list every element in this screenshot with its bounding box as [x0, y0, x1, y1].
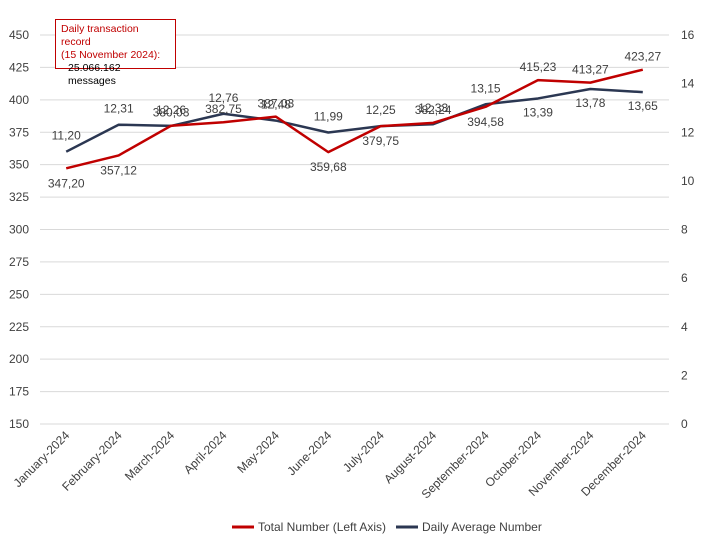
right-tick-label: 16: [681, 28, 695, 42]
legend: Total Number (Left Axis) Daily Average N…: [232, 520, 542, 534]
data-label-daily: 12,26: [156, 103, 186, 117]
annotation-line-2: (15 November 2024):: [61, 49, 161, 61]
x-tick-label: April-2024: [181, 428, 230, 477]
right-tick-label: 2: [681, 368, 688, 382]
data-label-total: 382,24: [415, 103, 452, 117]
right-tick-label: 6: [681, 271, 688, 285]
right-tick-label: 8: [681, 223, 688, 237]
x-tick-label: June-2024: [284, 428, 334, 478]
data-label-daily: 13,39: [523, 105, 553, 119]
left-tick-label: 225: [9, 320, 29, 334]
left-tick-label: 300: [9, 223, 29, 237]
annotation-line-1: Daily transaction record: [61, 23, 139, 48]
left-tick-label: 150: [9, 417, 29, 431]
right-tick-label: 14: [681, 77, 695, 91]
x-tick-label: July-2024: [340, 428, 387, 475]
left-tick-label: 450: [9, 28, 29, 42]
data-label-total: 380,03: [153, 106, 190, 120]
data-label-daily: 12,31: [104, 102, 134, 116]
data-label-daily: 12,33: [418, 101, 448, 115]
right-tick-label: 12: [681, 125, 695, 139]
series-line-total: [65, 68, 644, 170]
x-tick-label: March-2024: [122, 428, 177, 483]
left-tick-label: 350: [9, 158, 29, 172]
right-tick-label: 10: [681, 174, 695, 188]
left-tick-label: 250: [9, 287, 29, 301]
data-labels: 347,20 357,12 380,03 382,75 387,03 359,68 379,…: [48, 50, 662, 191]
right-axis-ticks: 0 2 4 6 8 10 12 14 16: [681, 28, 695, 431]
x-tick-label: August-2024: [381, 428, 439, 486]
data-label-daily: 12,25: [366, 103, 396, 117]
series-lines: [65, 68, 644, 170]
left-tick-label: 325: [9, 190, 29, 204]
data-label-total: 379,75: [362, 134, 399, 148]
left-axis-ticks: 150 175 200 225 250 275 300 325 350 375 400 425 450: [9, 28, 29, 431]
data-label-daily: 12,48: [261, 98, 291, 112]
right-tick-label: 0: [681, 417, 688, 431]
left-tick-label: 375: [9, 125, 29, 139]
gridlines: [40, 34, 669, 425]
data-label-total: 357,12: [100, 163, 137, 177]
data-label-daily: 11,20: [52, 129, 81, 143]
x-tick-label: May-2024: [234, 428, 282, 476]
annotation-line-3: 25.066.162 messages: [68, 62, 121, 87]
data-label-total: 394,58: [467, 115, 504, 129]
left-tick-label: 175: [9, 385, 29, 399]
legend-label-daily: Daily Average Number: [422, 520, 542, 534]
data-label-total: 359,68: [310, 160, 347, 174]
data-label-daily: 13,78: [575, 96, 605, 110]
data-label-total: 387,03: [258, 97, 295, 111]
left-tick-label: 400: [9, 93, 29, 107]
data-label-daily: 13,65: [628, 99, 658, 113]
data-label-daily: 12,76: [208, 91, 238, 105]
left-tick-label: 200: [9, 352, 29, 366]
data-label-total: 423,27: [624, 50, 661, 64]
data-label-total: 382,75: [205, 102, 242, 116]
data-label-total: 415,23: [520, 60, 557, 74]
data-label-total: 413,27: [572, 63, 609, 77]
data-label-daily: 13,15: [471, 81, 501, 95]
data-label-daily: 11,99: [314, 109, 343, 123]
annotation-box: Daily transaction record (15 November 20…: [55, 19, 176, 87]
legend-label-total: Total Number (Left Axis): [258, 520, 386, 534]
left-tick-label: 425: [9, 60, 29, 74]
left-tick-label: 275: [9, 255, 29, 269]
series-line-daily-average: [65, 87, 643, 153]
data-label-total: 347,20: [48, 176, 85, 190]
right-tick-label: 4: [681, 320, 688, 334]
